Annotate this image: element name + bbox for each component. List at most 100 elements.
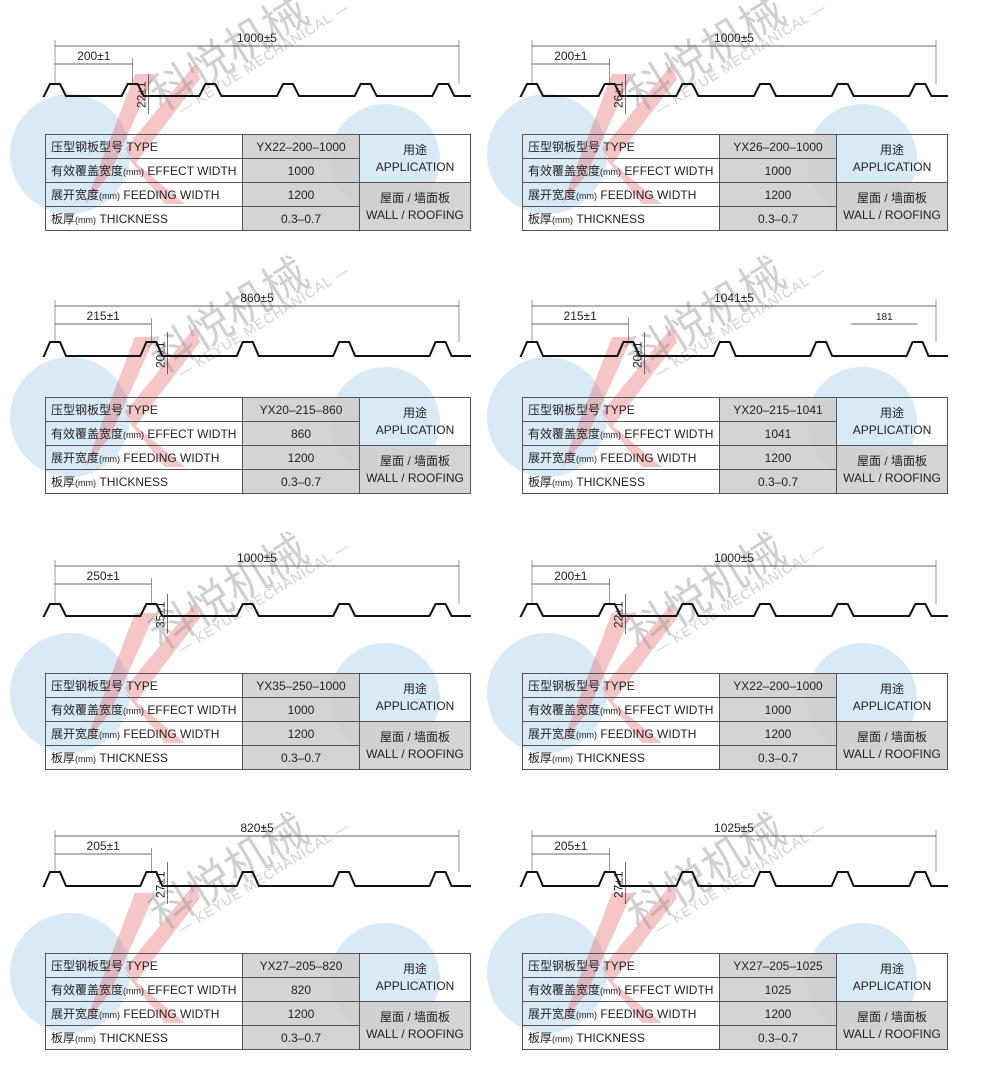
row-value: 1200 [242, 1001, 360, 1026]
row-value: 1200 [242, 721, 360, 746]
total-width-label: 820±5 [240, 821, 274, 835]
spec-row: 压型钢板型号 TYPE YX26–200–1000 用途 APPLICATION [522, 134, 948, 183]
label-unit: (mm) [123, 986, 145, 996]
application-value: 屋面 / 墙面板 WALL / ROOFING [836, 1001, 948, 1050]
label-en: EFFECT WIDTH [624, 703, 714, 717]
row-value: 1200 [242, 445, 360, 470]
app-cn: 用途 [402, 142, 427, 157]
spec-row: 展开宽度(mm) FEEDING WIDTH 1200 屋面 / 墙面板 WALL /… [45, 1001, 471, 1050]
spec-table: 压型钢板型号 TYPE YX27–205–820 用途 APPLICATION 有效覆盖… [45, 953, 471, 1050]
row-label: 有效覆盖宽度(mm) EFFECT WIDTH [45, 977, 243, 1002]
app-en: WALL / ROOFING [843, 207, 941, 222]
label-unit: (mm) [99, 454, 121, 464]
row-value: 1000 [719, 158, 837, 183]
panel-profile [42, 871, 471, 887]
app-en: WALL / ROOFING [843, 746, 941, 761]
row-label: 压型钢板型号 TYPE [522, 953, 720, 978]
label-en: TYPE [126, 679, 158, 693]
spec-panel: 1025±5 205±1 27±1 压型钢板型号 TYPE YX27–205–1025 用… [519, 820, 948, 1050]
label-unit: (mm) [600, 430, 622, 440]
row-label: 展开宽度(mm) FEEDING WIDTH [45, 182, 243, 207]
app-en: WALL / ROOFING [366, 470, 464, 485]
spec-table: 压型钢板型号 TYPE YX22–200–1000 用途 APPLICATION 有效覆… [522, 673, 948, 770]
label-unit: (mm) [99, 1010, 121, 1020]
row-value: 0.3–0.7 [719, 1025, 837, 1050]
label-cn: 有效覆盖宽度 [51, 427, 124, 441]
pitch-label: 215±1 [564, 309, 598, 323]
label-cn: 展开宽度 [51, 1007, 100, 1021]
row-label: 有效覆盖宽度(mm) EFFECT WIDTH [522, 158, 720, 183]
label-en: FEEDING WIDTH [123, 1007, 220, 1021]
label-en: FEEDING WIDTH [600, 1007, 697, 1021]
spec-panel: 820±5 205±1 27±1 压型钢板型号 TYPE YX27–205–820 用途 A… [42, 820, 471, 1050]
app-cn: 用途 [879, 405, 904, 420]
label-cn: 板厚 [528, 212, 553, 226]
pitch-label: 200±1 [77, 49, 111, 63]
spec-table: 压型钢板型号 TYPE YX27–205–1025 用途 APPLICATION 有效覆… [522, 953, 948, 1050]
spec-row: 板厚(mm) THICKNESS 0.3–0.7 [45, 206, 471, 231]
app-en: WALL / ROOFING [843, 470, 941, 485]
label-cn: 展开宽度 [51, 188, 100, 202]
label-cn: 有效覆盖宽度 [528, 703, 601, 717]
spec-row: 板厚(mm) THICKNESS 0.3–0.7 [45, 745, 471, 770]
row-label: 展开宽度(mm) FEEDING WIDTH [45, 1001, 243, 1026]
label-en: EFFECT WIDTH [147, 427, 237, 441]
pitch-label: 200±1 [554, 569, 588, 583]
row-label: 展开宽度(mm) FEEDING WIDTH [45, 721, 243, 746]
profile-drawing: 820±5 205±1 27±1 [42, 821, 471, 904]
profile-drawing: 1000±5 200±1 22±1 [519, 551, 948, 634]
row-label: 有效覆盖宽度(mm) EFFECT WIDTH [522, 697, 720, 722]
row-value: 0.3–0.7 [242, 1025, 360, 1050]
label-cn: 压型钢板型号 [51, 959, 124, 973]
app-en: APPLICATION [375, 698, 455, 713]
spec-panel: 1000±5 200±1 26±1 压型钢板型号 TYPE YX26–200–1000 用… [519, 30, 948, 231]
application-header: 用途 APPLICATION [836, 134, 948, 183]
profile-drawing: 1000±5 200±1 22±1 [42, 31, 471, 114]
row-value: 0.3–0.7 [242, 469, 360, 494]
application-value: 屋面 / 墙面板 WALL / ROOFING [836, 445, 948, 494]
spec-row: 压型钢板型号 TYPE YX22–200–1000 用途 APPLICATION [45, 134, 471, 183]
height-label: 22±1 [135, 81, 149, 108]
label-unit: (mm) [600, 706, 622, 716]
spec-row: 有效覆盖宽度(mm) EFFECT WIDTH 1000 [522, 158, 948, 183]
spec-row: 展开宽度(mm) FEEDING WIDTH 1200 屋面 / 墙面板 WALL /… [522, 182, 948, 231]
row-value: 1000 [242, 158, 360, 183]
height-label: 20±1 [630, 341, 644, 368]
label-unit: (mm) [123, 430, 145, 440]
application-header: 用途 APPLICATION [836, 673, 948, 722]
app-en: APPLICATION [852, 422, 932, 437]
label-en: TYPE [603, 959, 635, 973]
panel-profile [42, 603, 471, 617]
profile-drawing: 1000±5 200±1 26±1 [519, 31, 948, 114]
label-en: TYPE [603, 403, 635, 417]
app-cn: 屋面 / 墙面板 [856, 453, 927, 468]
total-width-label: 1025±5 [714, 821, 754, 835]
spec-row: 压型钢板型号 TYPE YX20–215–1041 用途 APPLICATION [522, 397, 948, 446]
panel-profile [519, 83, 948, 97]
panel-profile [519, 603, 948, 617]
row-label: 有效覆盖宽度(mm) EFFECT WIDTH [522, 977, 720, 1002]
row-label: 有效覆盖宽度(mm) EFFECT WIDTH [45, 158, 243, 183]
row-value: 0.3–0.7 [719, 469, 837, 494]
row-value: YX27–205–820 [242, 953, 360, 978]
label-en: THICKNESS [576, 475, 646, 489]
row-value: YX26–200–1000 [719, 134, 837, 159]
row-value: 0.3–0.7 [719, 745, 837, 770]
row-value: 1200 [242, 182, 360, 207]
spec-row: 展开宽度(mm) FEEDING WIDTH 1200 屋面 / 墙面板 WALL /… [45, 182, 471, 231]
row-value: 0.3–0.7 [242, 745, 360, 770]
row-value: 1200 [719, 182, 837, 207]
spec-table: 压型钢板型号 TYPE YX26–200–1000 用途 APPLICATION 有效覆… [522, 134, 948, 231]
label-en: THICKNESS [99, 1031, 169, 1045]
label-unit: (mm) [99, 730, 121, 740]
app-cn: 屋面 / 墙面板 [379, 190, 450, 205]
row-value: 1000 [242, 697, 360, 722]
label-cn: 有效覆盖宽度 [528, 983, 601, 997]
row-value: YX20–215–1041 [719, 397, 837, 422]
label-en: TYPE [126, 140, 158, 154]
spec-row: 压型钢板型号 TYPE YX27–205–820 用途 APPLICATION [45, 953, 471, 1002]
label-en: FEEDING WIDTH [123, 451, 220, 465]
application-header: 用途 APPLICATION [359, 953, 471, 1002]
label-unit: (mm) [123, 167, 145, 177]
app-cn: 屋面 / 墙面板 [379, 729, 450, 744]
